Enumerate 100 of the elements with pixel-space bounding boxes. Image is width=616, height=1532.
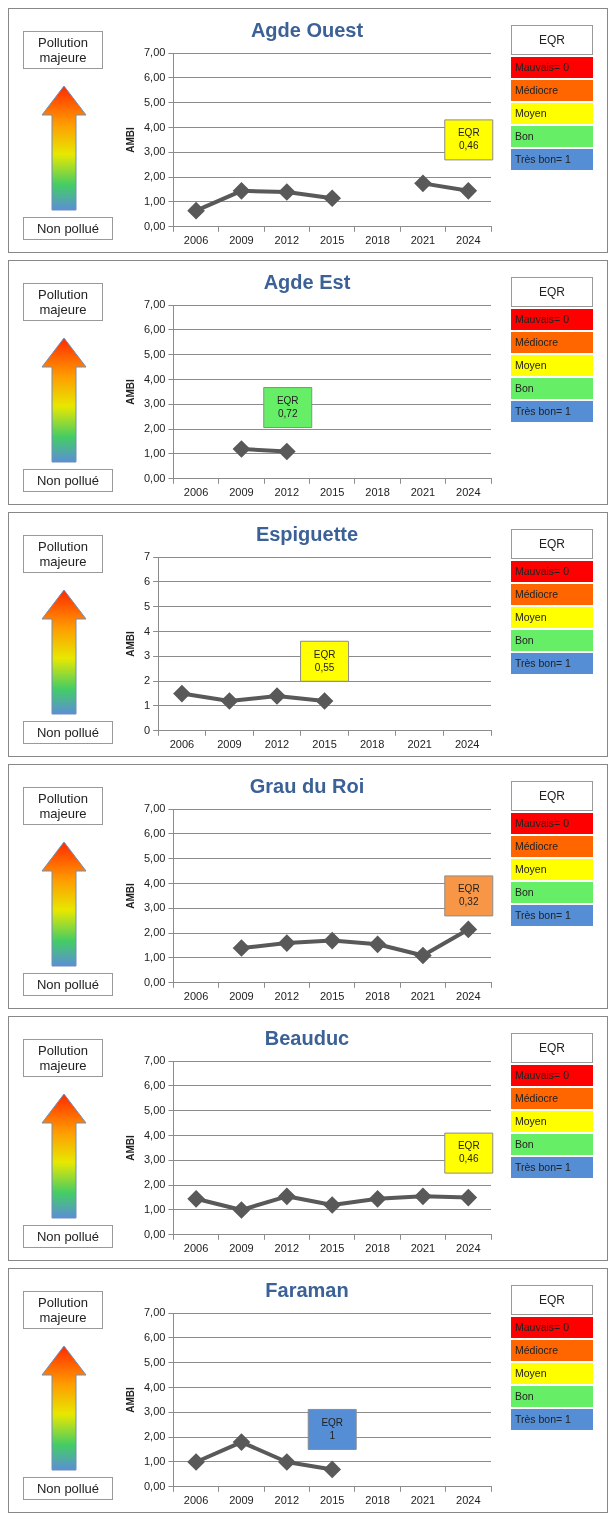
y-tick-label: 1 xyxy=(143,699,151,711)
point xyxy=(233,1201,250,1218)
chart-title: Espiguette xyxy=(255,522,359,545)
text: Médiocre xyxy=(511,836,593,857)
x-tick-label: 2018 xyxy=(365,990,390,1003)
y-tick-label: 6 xyxy=(143,574,151,587)
point xyxy=(188,202,205,219)
text: Très bon= 1 xyxy=(511,149,593,170)
text: Très bon= 1 xyxy=(511,401,593,422)
x-tick-label: 2018 xyxy=(365,1242,390,1255)
text: Moyen xyxy=(511,1111,593,1132)
annotation: EQR 0,46 xyxy=(457,127,480,152)
text: Médiocre xyxy=(511,332,593,353)
legend-title: EQR xyxy=(511,277,593,307)
y-tick-label: 4,00 xyxy=(143,372,166,385)
point xyxy=(188,1453,205,1470)
x-tick-label: 2009 xyxy=(229,990,254,1003)
text: Bon xyxy=(511,630,593,651)
y-tick-label: 2,00 xyxy=(143,1430,166,1443)
text: Bon xyxy=(511,882,593,903)
text: Mauvais= 0 xyxy=(511,1317,593,1338)
text: Non pollué xyxy=(23,469,113,492)
y-tick-label: 3,00 xyxy=(143,397,166,410)
y-axis-title: AMBI xyxy=(124,630,136,657)
annotation: EQR 0,32 xyxy=(457,883,480,908)
x-tick-label: 2006 xyxy=(169,738,195,751)
y-axis-title: AMBI xyxy=(124,1386,136,1413)
point xyxy=(414,175,431,192)
text: Non pollué xyxy=(23,973,113,996)
y-tick-label: 1,00 xyxy=(143,195,166,207)
point xyxy=(233,940,250,957)
x-tick-label: 2021 xyxy=(410,486,436,499)
y-tick-label: 4,00 xyxy=(143,1128,166,1141)
point xyxy=(324,932,341,949)
point xyxy=(233,1434,250,1451)
x-tick-label: 2009 xyxy=(217,738,242,751)
x-tick-label: 2006 xyxy=(183,1494,209,1507)
x-tick-label: 2024 xyxy=(456,486,481,499)
point xyxy=(414,947,431,964)
point xyxy=(278,1188,295,1205)
y-tick-label: 7,00 xyxy=(143,1306,166,1319)
y-tick-label: 6,00 xyxy=(143,70,166,83)
y-tick-label: 0 xyxy=(143,723,151,736)
chart-title: Agde Ouest xyxy=(250,18,364,41)
y-tick-label: 7,00 xyxy=(143,46,166,59)
text: Non pollué xyxy=(23,217,113,240)
annotation: EQR 1 xyxy=(321,1416,344,1441)
text: Mauvais= 0 xyxy=(511,813,593,834)
x-tick-label: 2006 xyxy=(183,486,209,499)
annotation: EQR 0,46 xyxy=(457,1140,480,1165)
x-tick-label: 2021 xyxy=(410,1494,436,1507)
point xyxy=(460,182,477,199)
y-tick-label: 0,00 xyxy=(143,219,166,232)
point xyxy=(324,1197,341,1214)
x-tick-label: 2024 xyxy=(456,1494,481,1507)
text: Moyen xyxy=(511,355,593,376)
y-tick-label: 0,00 xyxy=(143,975,166,988)
y-axis-title: AMBI xyxy=(124,378,136,405)
y-tick-label: 3,00 xyxy=(143,1405,166,1418)
y-tick-label: 7,00 xyxy=(143,1054,166,1067)
x-tick-label: 2009 xyxy=(229,234,254,247)
point xyxy=(324,190,341,207)
text: Pollution majeure xyxy=(23,283,103,321)
x-tick-label: 2024 xyxy=(456,990,481,1003)
point xyxy=(188,1190,205,1207)
legend-title: EQR xyxy=(511,781,593,811)
chart-title: Grau du Roi xyxy=(249,774,365,797)
text: Mauvais= 0 xyxy=(511,1065,593,1086)
point xyxy=(460,1189,477,1206)
text: Très bon= 1 xyxy=(511,1157,593,1178)
y-tick-label: 4,00 xyxy=(143,1380,166,1393)
y-tick-label: 6,00 xyxy=(143,322,166,335)
y-tick-label: 1,00 xyxy=(143,447,166,459)
x-tick-label: 2006 xyxy=(183,234,209,247)
y-tick-label: 4 xyxy=(143,624,151,637)
text: Mauvais= 0 xyxy=(511,561,593,582)
text: Très bon= 1 xyxy=(511,653,593,674)
x-tick-label: 2018 xyxy=(365,234,390,247)
x-tick-label: 2021 xyxy=(410,234,436,247)
y-tick-label: 1,00 xyxy=(143,1455,166,1467)
x-tick-label: 2018 xyxy=(359,738,385,751)
y-tick-label: 7 xyxy=(143,550,151,563)
text: Pollution majeure xyxy=(23,535,103,573)
legend-title: EQR xyxy=(511,529,593,559)
text: Non pollué xyxy=(23,1225,113,1248)
y-tick-label: 6,00 xyxy=(143,1330,166,1343)
text: Moyen xyxy=(511,859,593,880)
x-tick-label: 2018 xyxy=(365,486,390,499)
x-tick-label: 2015 xyxy=(319,486,345,499)
text: Pollution majeure xyxy=(23,1291,103,1329)
text: Très bon= 1 xyxy=(511,1409,593,1430)
y-tick-label: 4,00 xyxy=(143,120,166,133)
y-tick-label: 3,00 xyxy=(143,901,166,914)
y-tick-label: 5,00 xyxy=(143,1103,166,1116)
x-tick-label: 2012 xyxy=(274,1494,300,1507)
y-tick-label: 3,00 xyxy=(143,1153,166,1166)
chart-title: Faraman xyxy=(265,1278,349,1301)
y-tick-label: 3 xyxy=(143,649,151,662)
y-tick-label: 5,00 xyxy=(143,347,166,360)
x-tick-label: 2015 xyxy=(319,990,345,1003)
